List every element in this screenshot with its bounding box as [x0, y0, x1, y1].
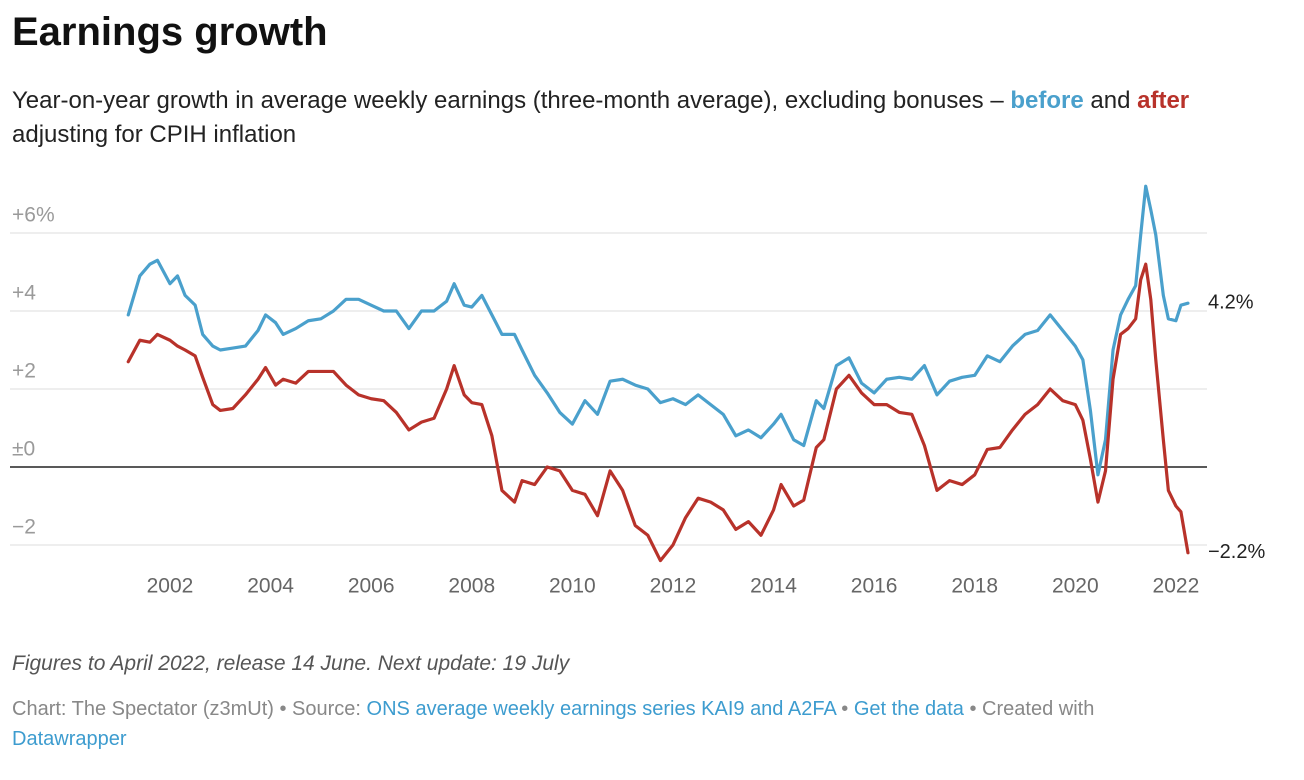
chart-title: Earnings growth: [12, 10, 328, 54]
source-link[interactable]: ONS average weekly earnings series KAI9 …: [366, 698, 836, 720]
chart-subtitle: Year-on-year growth in average weekly ea…: [12, 84, 1262, 152]
series-line: [126, 184, 1190, 477]
subtitle-text: adjusting for CPIH inflation: [12, 121, 297, 148]
subtitle-text: and: [1090, 87, 1131, 114]
subtitle-text: Year-on-year growth in average weekly ea…: [12, 87, 1004, 114]
x-tick-label: 2016: [851, 575, 898, 598]
x-tick-label: 2014: [750, 575, 797, 598]
y-tick-label: +2: [12, 360, 36, 383]
x-tick-label: 2012: [650, 575, 697, 598]
tool-link[interactable]: Datawrapper: [12, 728, 127, 750]
legend-entry: after: [1137, 87, 1190, 114]
y-tick-label: +6%: [12, 204, 55, 227]
x-tick-label: 2010: [549, 575, 596, 598]
credit-text: Chart: The Spectator (z3mUt) • Source:: [12, 698, 361, 720]
x-tick-label: 2020: [1052, 575, 1099, 598]
x-tick-label: 2002: [147, 575, 194, 598]
y-tick-label: ±0: [12, 438, 35, 461]
separator: •: [841, 698, 849, 720]
x-tick-label: 2004: [247, 575, 294, 598]
end-label: 4.2%: [1208, 291, 1254, 313]
y-tick-label: −2: [12, 516, 36, 539]
end-label: −2.2%: [1208, 541, 1265, 563]
x-tick-label: 2018: [951, 575, 998, 598]
credit-text: • Created with: [969, 698, 1095, 720]
legend-entry: before: [1010, 87, 1084, 114]
x-tick-label: 2006: [348, 575, 395, 598]
x-tick-label: 2022: [1153, 575, 1200, 598]
data-link[interactable]: Get the data: [853, 698, 964, 720]
chart: −2 ±0 +2 +4 +6% 2002 2004 2006 2008 2010 2012 2014 2…: [10, 184, 1265, 598]
credits: Chart: The Spectator (z3mUt) • Source: O…: [12, 694, 1212, 754]
y-tick-label: +4: [12, 282, 36, 305]
x-tick-label: 2008: [448, 575, 495, 598]
footnote: Figures to April 2022, release 14 June. …: [12, 652, 570, 675]
series-line: [126, 262, 1190, 563]
